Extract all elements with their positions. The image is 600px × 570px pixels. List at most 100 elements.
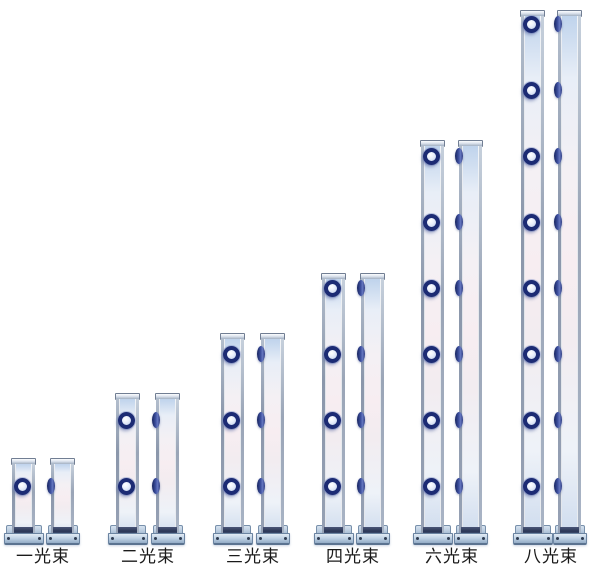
tower-left-rail (459, 146, 463, 534)
base-back-flange (48, 525, 78, 535)
base-plate (256, 525, 290, 546)
beam-lens (223, 478, 240, 495)
base-plate-surface (213, 533, 253, 545)
tower-left-rail (116, 399, 120, 534)
base-back-flange (456, 525, 486, 535)
base-back-flange (153, 525, 183, 535)
beam-lens-side (357, 346, 365, 362)
product-label: 一光束 (16, 547, 70, 566)
beam-lens-side (554, 148, 562, 164)
base-screw (556, 537, 559, 540)
beam-lens (523, 346, 540, 363)
base-screw (179, 537, 182, 540)
beam-lens (324, 280, 341, 297)
beam-lens (423, 478, 440, 495)
beam-lens-side (357, 280, 365, 296)
tower-cap (11, 458, 36, 465)
beam-lens-side (554, 346, 562, 362)
base-screw (216, 537, 219, 540)
base-screw (447, 537, 450, 540)
base-back-flange (415, 525, 451, 535)
tower-cap (360, 273, 385, 280)
base-plate (356, 525, 390, 546)
beam-lens-side (257, 412, 265, 428)
tower-left-rail (12, 464, 16, 534)
base-screw (284, 537, 287, 540)
base-screw (38, 537, 41, 540)
base-back-flange (555, 525, 585, 535)
base-plate-surface (314, 533, 354, 545)
base-screw (457, 537, 460, 540)
base-screw (142, 537, 145, 540)
beam-lens (423, 412, 440, 429)
tower-front-view (220, 333, 245, 534)
base-back-flange (316, 525, 352, 535)
beam-lens (523, 478, 540, 495)
beam-lens (523, 82, 540, 99)
tower-front-view (420, 140, 445, 534)
base-back-flange (258, 525, 288, 535)
tower-right-rail (380, 279, 384, 534)
tower-left-rail (51, 464, 55, 534)
base-plate (108, 525, 148, 546)
tower-base-slot (53, 527, 72, 534)
tower-cap (155, 393, 180, 400)
beam-lens-side (455, 478, 463, 494)
base-screw (581, 537, 584, 540)
beam-lens (14, 478, 31, 495)
tower-column (221, 339, 244, 534)
beam-lens-side (47, 478, 55, 494)
tower-right-rail (70, 464, 74, 534)
product-label: 六光束 (425, 547, 479, 566)
base-plate (213, 525, 253, 546)
tower-column (558, 16, 581, 534)
tower-front-view (321, 273, 346, 534)
tower-column (421, 146, 444, 534)
base-screw (482, 537, 485, 540)
tower-column (12, 464, 35, 534)
tower-right-rail (175, 399, 179, 534)
tower-column (322, 279, 345, 534)
beam-lens (324, 478, 341, 495)
beam-lens (523, 412, 540, 429)
beam-lens-side (455, 412, 463, 428)
base-screw (359, 537, 362, 540)
base-screw (547, 537, 550, 540)
tower-column (51, 464, 74, 534)
base-screw (384, 537, 387, 540)
base-screw (416, 537, 419, 540)
tower-cap (50, 458, 75, 465)
base-screw (154, 537, 157, 540)
tower-cap (458, 140, 483, 147)
beam-lens-side (357, 478, 365, 494)
tower-right-rail (341, 279, 345, 534)
tower-base-slot (461, 527, 480, 534)
base-plate (513, 525, 553, 546)
beam-lens-side (257, 346, 265, 362)
tower-base-slot (324, 527, 343, 534)
base-plate-surface (108, 533, 148, 545)
base-plate (413, 525, 453, 546)
tower-side-view (554, 10, 582, 534)
beam-lens (423, 280, 440, 297)
tower-side-view (357, 273, 385, 534)
beam-lens-side (357, 412, 365, 428)
beam-lens-side (554, 280, 562, 296)
tower-right-rail (577, 16, 581, 534)
tower-side-view (152, 393, 180, 534)
beam-lens (423, 214, 440, 231)
tower-left-rail (221, 339, 225, 534)
beam-lens-side (455, 346, 463, 362)
base-back-flange (6, 525, 42, 535)
beam-lens (324, 346, 341, 363)
base-back-flange (515, 525, 551, 535)
beam-lens-side (554, 16, 562, 32)
tower-cap (520, 10, 545, 17)
tower-column (116, 399, 139, 534)
base-plate (151, 525, 185, 546)
base-back-flange (358, 525, 388, 535)
beam-lens (523, 16, 540, 33)
